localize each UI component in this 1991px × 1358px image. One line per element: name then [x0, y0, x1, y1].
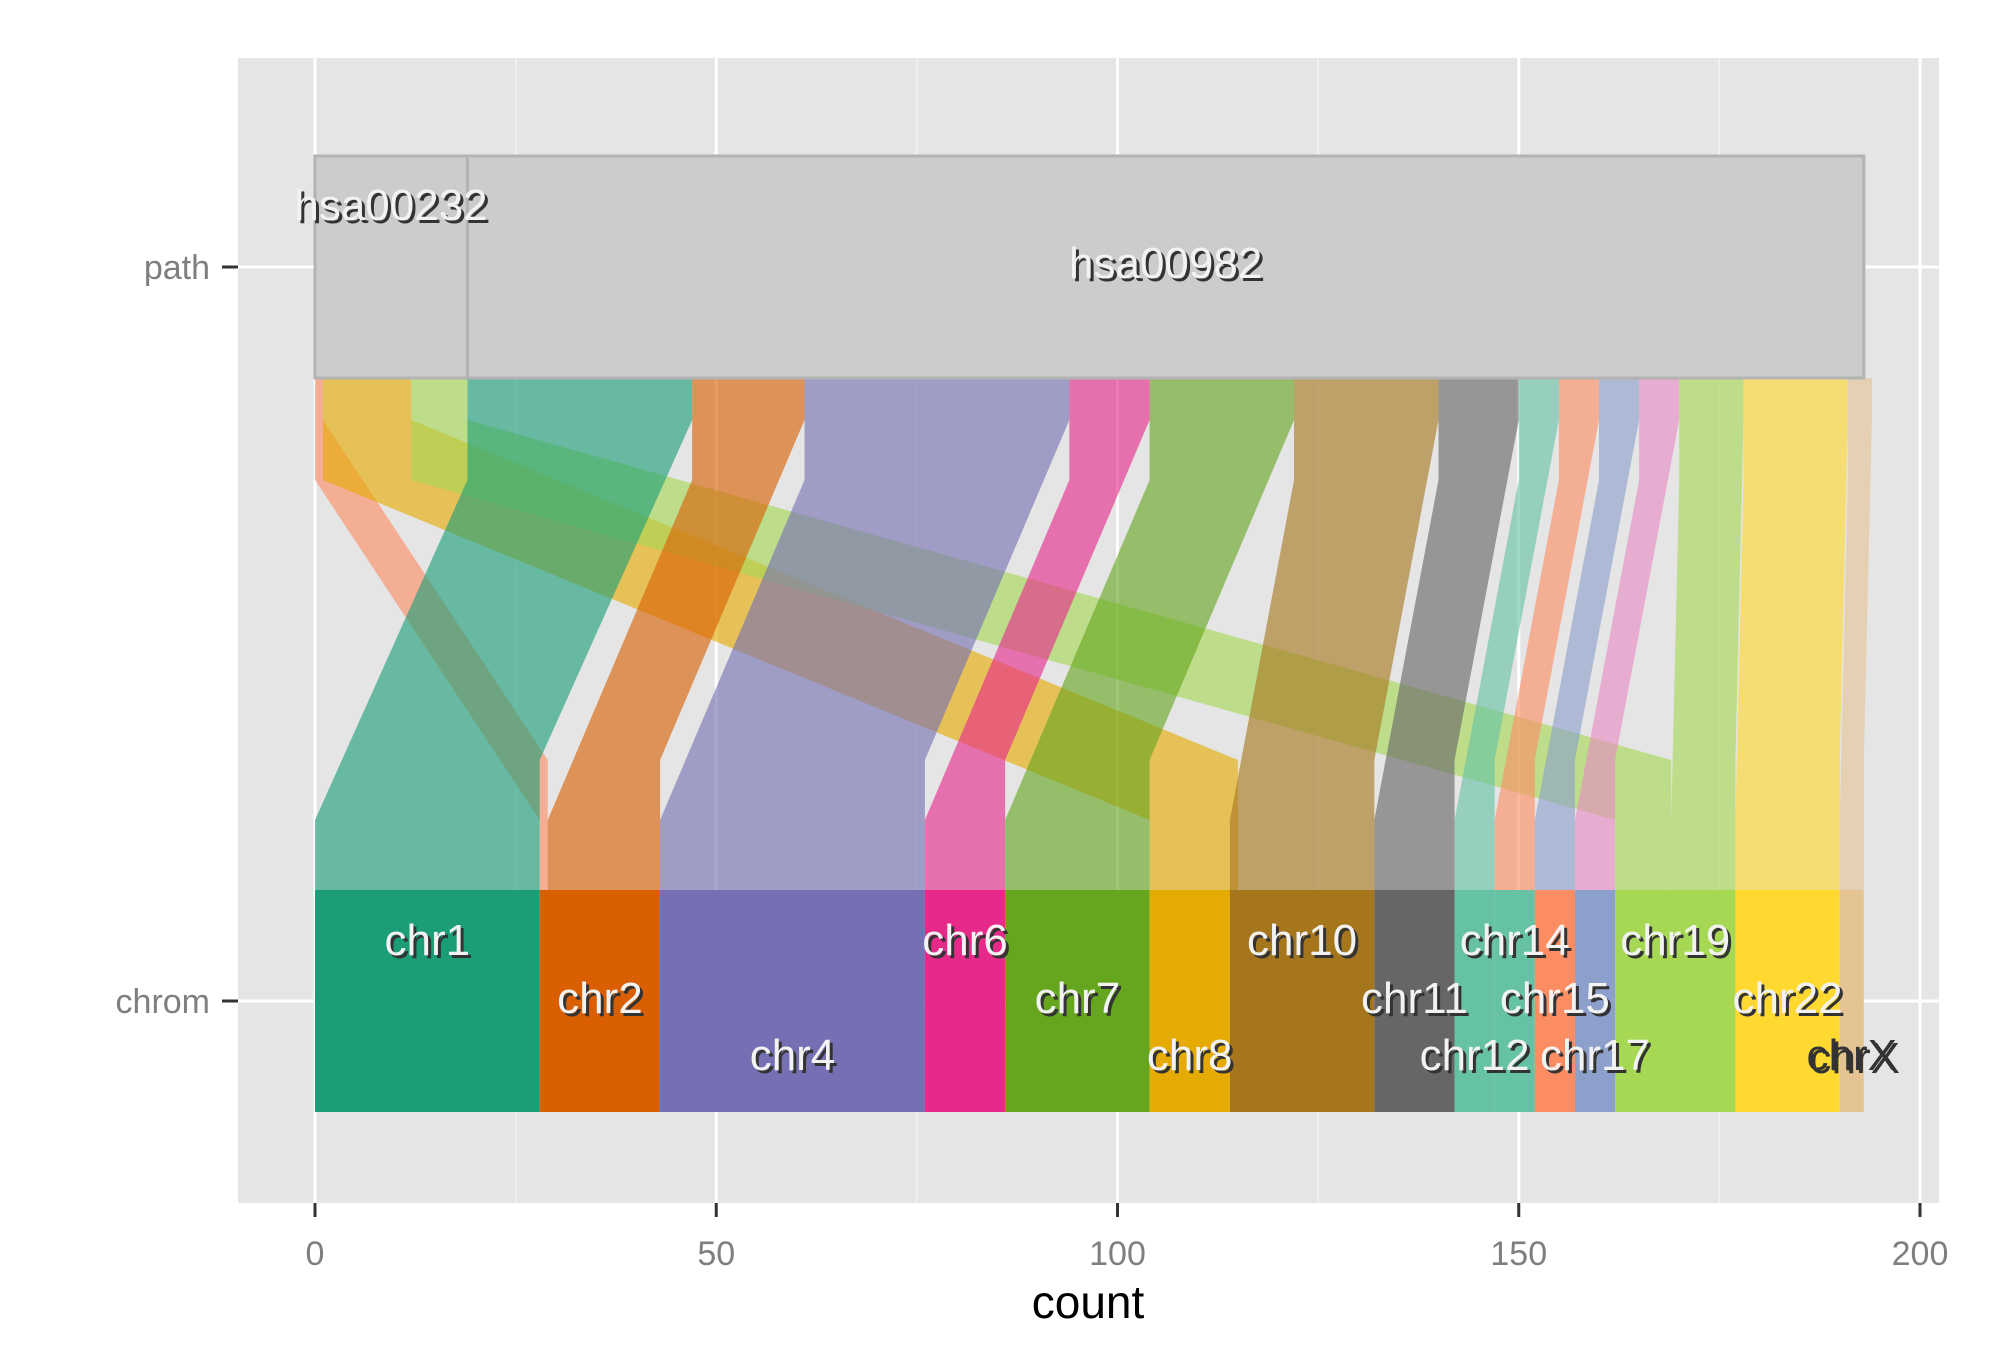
flow-hsa00982-chr4: [660, 378, 1070, 890]
stratum-label-shadow: chr11: [1364, 977, 1471, 1026]
stratum-label: hsa00982: [1069, 239, 1262, 288]
stratum-label: chr2: [557, 974, 643, 1023]
stratum-chr12: [1454, 890, 1495, 1112]
stratum-chr2: [539, 890, 661, 1112]
stratum-label-shadow: chr17: [1543, 1034, 1653, 1083]
stratum-chr14: [1494, 890, 1535, 1112]
stratum-chr1: [315, 890, 540, 1112]
stratum-hsa00982: [465, 154, 1866, 380]
x-axis-title: count: [1032, 1276, 1145, 1328]
stratum-label: chr19: [1620, 916, 1730, 965]
stratum-label: chr10: [1247, 916, 1357, 965]
stratum-label: chr22: [1733, 974, 1843, 1023]
stratum-label-shadow: chr4: [753, 1034, 839, 1083]
flow-hsa00982-chr15: [1534, 378, 1640, 890]
x-tick-label: 100: [1089, 1235, 1146, 1273]
flows: [315, 378, 1872, 890]
stratum-label-shadow: chr22: [1736, 977, 1846, 1026]
stratum-chr7: [1005, 890, 1150, 1112]
flow-hsa00982-chr19: [1671, 378, 1744, 890]
stratum-chr11: [1374, 890, 1455, 1112]
flow-hsa00982-chr7: [1005, 378, 1295, 890]
stratum-chrX: [1839, 890, 1864, 1112]
stratum-chr8: [1149, 890, 1230, 1112]
flow-hsa00982-chrX: [1839, 378, 1872, 890]
x-tick-label: 0: [306, 1235, 325, 1273]
stratum-label: chr15: [1500, 974, 1610, 1023]
stratum-chr17: [1574, 890, 1616, 1112]
stratum-label: chr1: [385, 916, 471, 965]
stratum-label: chr11: [1361, 974, 1468, 1023]
stratum-label-shadow: chr10: [1250, 919, 1360, 968]
x-tick-label: 50: [697, 1235, 735, 1273]
x-tick-label: 150: [1490, 1235, 1547, 1273]
flow-hsa00982-chr6: [924, 378, 1150, 890]
stratum-hsa00232: [313, 154, 469, 380]
y-tick-label: path: [144, 249, 210, 287]
stratum-chr4: [660, 890, 925, 1112]
flow-hsa00982-chr1: [315, 378, 693, 890]
stratum-label: chr8: [1147, 1031, 1233, 1080]
stratum-chr10: [1229, 890, 1375, 1112]
stratum-labels: hsa00232hsa00232hsa00982hsa00982chr1chr1…: [294, 181, 1900, 1083]
flow-hsa00982-chr11: [1374, 378, 1519, 890]
stratum-label: chr6: [922, 916, 1008, 965]
stratum-label-shadow: chr8: [1150, 1034, 1236, 1083]
stratum-label-shadow: chr6: [925, 919, 1011, 968]
stratum-label-shadow: chr19: [1623, 919, 1733, 968]
stratum-chr15: [1534, 890, 1575, 1112]
flow-hsa00982-chr17: [1574, 378, 1680, 890]
stratum-label-shadow: chr2: [560, 977, 646, 1026]
x-tick-label: 200: [1892, 1235, 1949, 1273]
stratum-label: chr7: [1035, 974, 1121, 1023]
stratum-chr6: [924, 890, 1006, 1112]
stratum-label-shadow: chrX: [1810, 1034, 1900, 1083]
x-axis: 0 50 100 150 200: [306, 1203, 1949, 1273]
stratum-chr19: [1615, 890, 1736, 1112]
flow-hsa00982-chr2: [547, 378, 805, 890]
stratum-label-shadow: chr7: [1038, 977, 1124, 1026]
y-axis: path chrom: [116, 249, 238, 1021]
stratum-label-shadow: chr14: [1463, 919, 1573, 968]
stratum-label: chr17: [1540, 1031, 1650, 1080]
stratum-label-shadow: chr1: [388, 919, 474, 968]
stratum-label: hsa00232: [294, 181, 487, 230]
stratum-label-shadow: chr12: [1423, 1034, 1533, 1083]
flow-hsa00982-chr14: [1494, 378, 1599, 890]
stratum-label: chr14: [1460, 916, 1570, 965]
stratum-label-shadow: chr15: [1503, 977, 1613, 1026]
stratum-label-shadow: hsa00232: [297, 184, 490, 233]
flow-hsa00982-chr22: [1735, 378, 1848, 890]
stratum-chr22: [1735, 890, 1840, 1112]
flow-hsa00982-chr10: [1229, 378, 1439, 890]
stratum-label: chr4: [750, 1031, 836, 1080]
flow-hsa00982-chr12: [1454, 378, 1559, 890]
strata: [313, 154, 1866, 1112]
stratum-label: chr12: [1420, 1031, 1530, 1080]
stratum-label: chrX: [1807, 1031, 1897, 1080]
y-tick-label: chrom: [116, 983, 210, 1021]
stratum-label-shadow: hsa00982: [1072, 242, 1265, 291]
